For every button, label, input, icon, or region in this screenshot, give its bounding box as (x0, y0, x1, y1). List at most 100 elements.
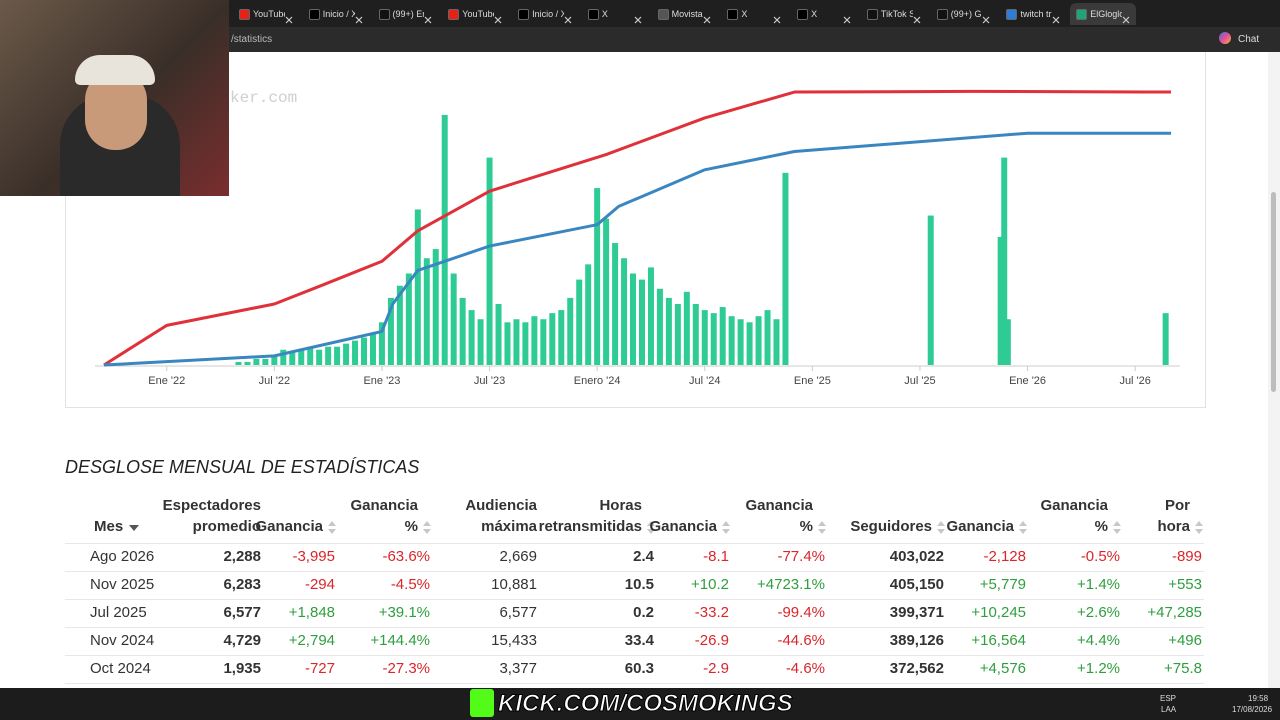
tab[interactable]: (99+) En (373, 3, 439, 25)
tab-close[interactable] (703, 10, 711, 24)
column-header[interactable]: Ganancia (1040, 497, 1108, 514)
column-header[interactable]: Ganancia (649, 518, 717, 535)
table-cell: 405,150 (889, 576, 944, 593)
tab[interactable]: X (582, 3, 648, 25)
tab[interactable]: TikTok S (861, 3, 927, 25)
tab[interactable]: Movistar (652, 3, 718, 25)
bar (603, 218, 610, 365)
bar (531, 316, 538, 365)
sort-icon-active[interactable] (129, 525, 139, 531)
tab-title[interactable]: YouTube (253, 9, 285, 19)
bar (1001, 157, 1008, 365)
sort-icon[interactable] (1019, 521, 1027, 535)
tab-title[interactable]: TikTok S (880, 9, 913, 19)
column-header[interactable]: Ganancia (946, 518, 1014, 535)
tab[interactable]: twitch tr (1000, 3, 1066, 25)
column-header[interactable]: Mes (94, 518, 124, 535)
bar (369, 334, 376, 365)
tab-close[interactable] (285, 10, 293, 24)
layout[interactable]: LAA (1161, 705, 1177, 714)
bar (343, 343, 350, 365)
bar (612, 243, 619, 365)
column-header[interactable]: % (799, 518, 813, 535)
tab-close[interactable] (494, 10, 502, 24)
tab[interactable]: Inicio / X (303, 3, 369, 25)
tab-close[interactable] (355, 10, 363, 24)
tab-title[interactable]: X (601, 9, 608, 19)
column-header[interactable]: Audiencia (465, 497, 537, 514)
column-header[interactable]: % (404, 518, 418, 535)
tab-close[interactable] (1052, 10, 1060, 24)
tab-title[interactable]: X (811, 9, 818, 19)
tab-close[interactable] (843, 10, 851, 24)
column-header[interactable]: promedio (192, 518, 261, 535)
bar (289, 352, 296, 365)
sort-icon[interactable] (1195, 521, 1203, 535)
sort-icon[interactable] (818, 521, 826, 535)
scroll-thumb[interactable] (1271, 192, 1276, 392)
tab-title[interactable]: X (741, 9, 748, 19)
address-text[interactable]: /statistics (231, 34, 273, 45)
column-header[interactable]: Seguidores (850, 518, 932, 535)
chat-icon[interactable] (1219, 32, 1231, 44)
tab-title[interactable]: Inicio / X (532, 9, 564, 19)
bar (621, 258, 628, 365)
tab[interactable]: Inicio / X (512, 3, 578, 25)
sort-icon[interactable] (647, 521, 655, 535)
tab-close[interactable] (773, 10, 781, 24)
tab[interactable]: (99+) Glo (931, 3, 997, 25)
bar (468, 310, 475, 365)
table-cell: -27.3% (382, 660, 430, 677)
person-cap (75, 55, 155, 85)
sort-icon[interactable] (328, 521, 336, 535)
tab-close[interactable] (634, 10, 642, 24)
tab-title[interactable]: twitch tr (1020, 9, 1052, 19)
bar (432, 249, 439, 365)
bar (997, 236, 1004, 365)
sort-icon[interactable] (423, 521, 431, 535)
tab[interactable]: ElGloglo (1070, 3, 1136, 25)
tab[interactable]: X (721, 3, 787, 25)
tab[interactable]: YouTube (442, 3, 508, 25)
tab-close[interactable] (564, 10, 572, 24)
tab[interactable]: YouTube (233, 3, 299, 25)
column-header[interactable]: % (1094, 518, 1108, 535)
column-header[interactable]: Espectadores (162, 497, 261, 514)
bar (647, 267, 654, 365)
tab[interactable]: X (791, 3, 857, 25)
sort-icon[interactable] (937, 521, 945, 535)
clock-time[interactable]: 19:58 (1248, 694, 1269, 703)
column-header[interactable]: Horas (599, 497, 642, 514)
lang[interactable]: ESP (1160, 694, 1177, 703)
bar (594, 188, 601, 365)
column-header[interactable]: máxima (481, 518, 537, 535)
tab-title[interactable]: ElGloglo (1090, 9, 1122, 19)
bar (630, 273, 637, 365)
tab-close[interactable] (982, 10, 990, 24)
tab-title[interactable]: Inicio / X (322, 9, 355, 19)
table-cell: Jul 2025 (90, 604, 147, 621)
tab-title[interactable]: (99+) Glo (950, 9, 983, 19)
bar (782, 172, 789, 365)
table-cell: +10.2 (691, 576, 729, 593)
table-cell: +47,285 (1147, 604, 1202, 621)
table-cell: 1,935 (223, 660, 261, 677)
tab-close[interactable] (913, 10, 921, 24)
column-header[interactable]: Ganancia (350, 497, 418, 514)
tab-close[interactable] (424, 10, 432, 24)
column-header[interactable]: Ganancia (745, 497, 813, 514)
sort-icon[interactable] (1113, 521, 1121, 535)
column-header[interactable]: Ganancia (255, 518, 323, 535)
tab-title[interactable]: (99+) En (392, 9, 425, 19)
x-tick-label: Ene '25 (794, 375, 831, 387)
column-header[interactable]: Por (1164, 497, 1190, 514)
clock-date[interactable]: 17/08/2026 (1232, 705, 1273, 714)
sort-icon[interactable] (722, 521, 730, 535)
chat-button[interactable]: Chat (1238, 34, 1260, 45)
chart-panel (65, 52, 1206, 408)
column-header[interactable]: retransmitidas (538, 518, 642, 535)
tab-title[interactable]: Movistar (671, 9, 704, 19)
tab-close[interactable] (1122, 10, 1130, 24)
tab-title[interactable]: YouTube (462, 9, 494, 19)
column-header[interactable]: hora (1157, 518, 1190, 535)
